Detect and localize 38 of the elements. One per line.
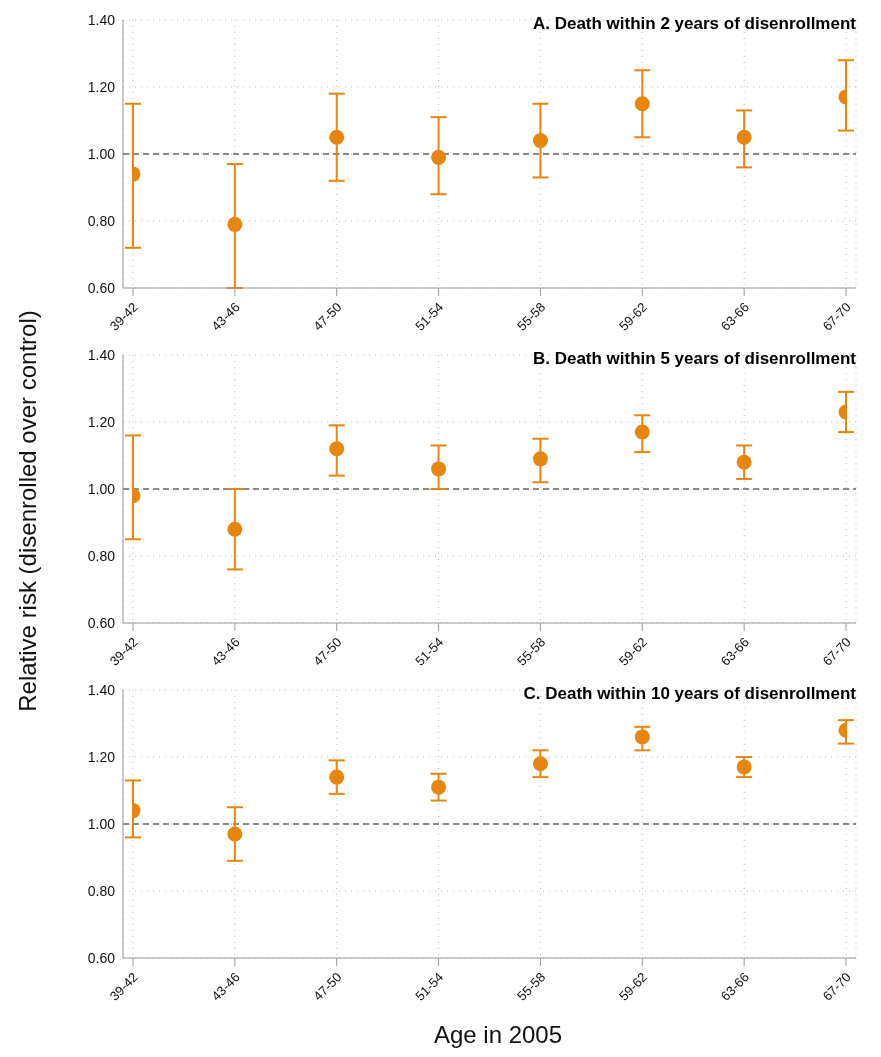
point bbox=[431, 461, 447, 477]
point bbox=[736, 129, 752, 145]
point bbox=[227, 216, 243, 232]
y-tick-label: 0.60 bbox=[87, 614, 116, 631]
point bbox=[329, 129, 345, 145]
point bbox=[227, 826, 243, 842]
point bbox=[736, 759, 752, 775]
y-tick-label: 0.80 bbox=[87, 882, 116, 899]
chart-title: A. Death within 2 years of disenrollment bbox=[532, 14, 856, 34]
y-tick-label: 0.60 bbox=[87, 949, 116, 966]
point bbox=[329, 441, 345, 457]
y-tick-label: 0.80 bbox=[87, 212, 116, 229]
y-tick-label: 1.40 bbox=[87, 11, 116, 28]
point bbox=[634, 96, 650, 112]
point bbox=[736, 454, 752, 470]
y-tick-label: 1.20 bbox=[87, 748, 116, 765]
y-axis-title: Relative risk (disenrolled over control) bbox=[14, 309, 42, 712]
y-tick-label: 1.00 bbox=[87, 815, 116, 832]
point bbox=[634, 424, 650, 440]
chart-title: C. Death within 10 years of disenrollment bbox=[523, 684, 856, 704]
point bbox=[634, 729, 650, 745]
point bbox=[532, 756, 548, 772]
chart-title: B. Death within 5 years of disenrollment bbox=[532, 349, 856, 369]
point bbox=[532, 133, 548, 149]
y-tick-label: 1.00 bbox=[87, 480, 116, 497]
x-axis-title: Age in 2005 bbox=[432, 1020, 564, 1049]
point bbox=[431, 149, 447, 165]
y-tick-label: 1.00 bbox=[87, 145, 116, 162]
point bbox=[431, 779, 447, 795]
y-tick-label: 0.80 bbox=[87, 547, 116, 564]
y-tick-label: 1.40 bbox=[87, 681, 116, 698]
y-tick-label: 1.40 bbox=[87, 346, 116, 363]
point bbox=[532, 451, 548, 467]
y-tick-label: 0.60 bbox=[87, 279, 116, 296]
point bbox=[329, 769, 345, 785]
y-tick-label: 1.20 bbox=[87, 413, 116, 430]
point bbox=[227, 521, 243, 537]
y-tick-label: 1.20 bbox=[87, 78, 116, 95]
